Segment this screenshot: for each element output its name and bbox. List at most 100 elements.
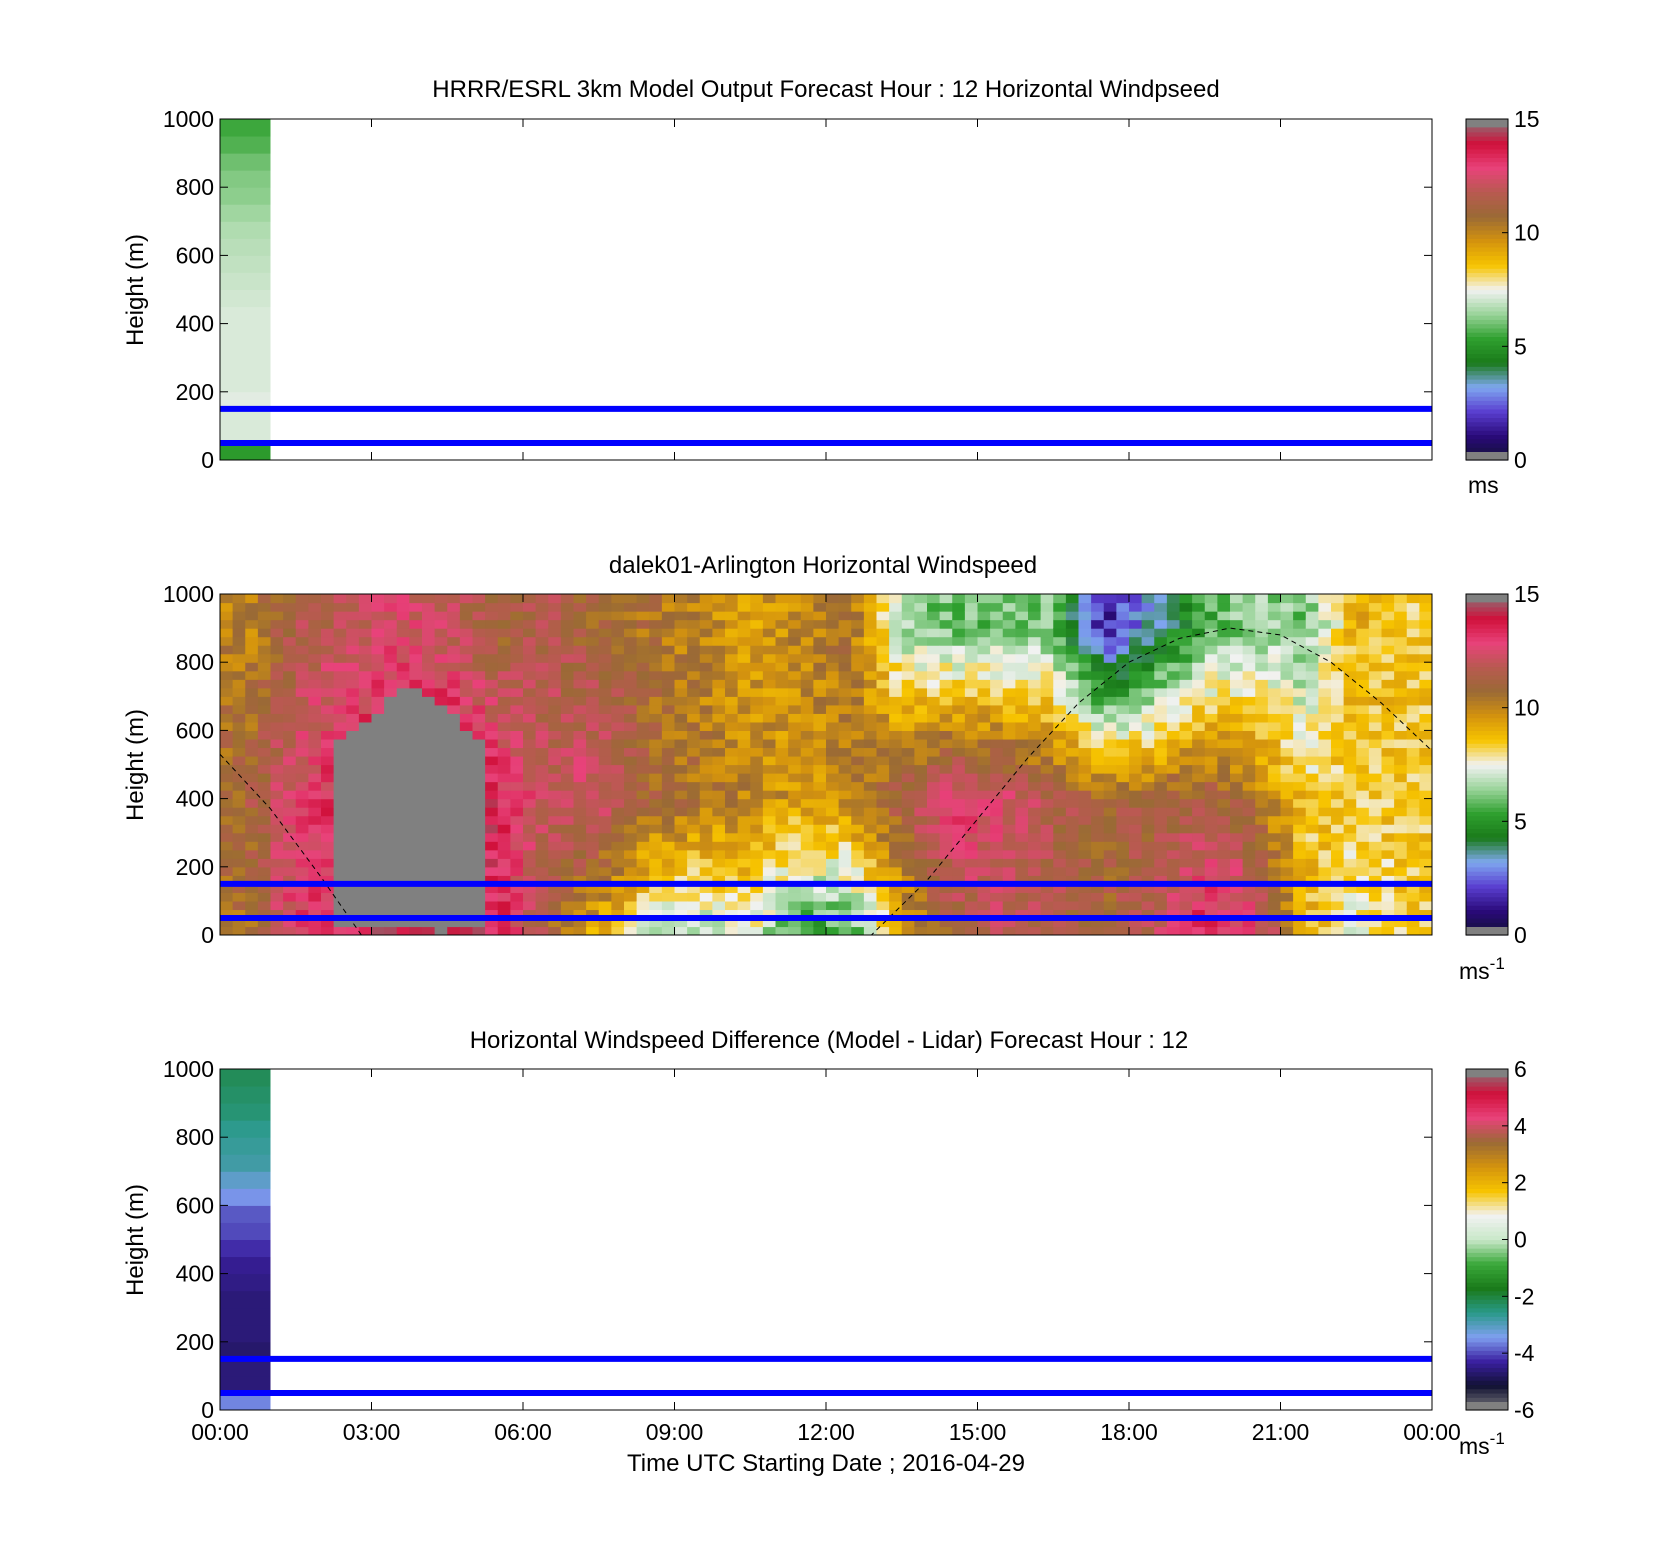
colorbar-swatch: [1466, 1286, 1508, 1292]
heatmap-cell: [1280, 841, 1294, 851]
heatmap-cell: [384, 738, 398, 749]
heatmap-cell: [1078, 653, 1092, 663]
heatmap-cell: [548, 713, 562, 723]
heatmap-cell: [725, 628, 739, 638]
heatmap-cell: [1255, 713, 1269, 723]
heatmap-cell: [1343, 696, 1357, 706]
heatmap-cell: [308, 687, 322, 697]
heatmap-cell: [1217, 687, 1231, 697]
heatmap-cell: [611, 815, 625, 825]
heatmap-cell: [510, 628, 524, 638]
heatmap-cell: [560, 662, 575, 672]
heatmap-cell: [232, 875, 246, 885]
heatmap-cell: [586, 773, 600, 783]
heatmap-cell: [990, 662, 1004, 672]
heatmap-cell: [560, 738, 575, 749]
heatmap-cell: [1305, 824, 1319, 834]
heatmap-cell: [901, 764, 915, 774]
heatmap-cell: [1343, 883, 1357, 893]
heatmap-cell: [232, 755, 246, 766]
heatmap-cell: [321, 790, 335, 800]
heatmap-cell: [927, 628, 941, 638]
heatmap-cell: [459, 832, 474, 842]
heatmap-cell: [1154, 687, 1168, 697]
heatmap-cell: [1381, 653, 1395, 663]
heatmap-cell: [661, 781, 676, 791]
heatmap-cell: [485, 798, 499, 808]
heatmap-cell: [434, 900, 448, 911]
heatmap-cell: [687, 909, 701, 919]
heatmap-cell: [1293, 679, 1307, 689]
heatmap-cell: [1368, 747, 1383, 757]
heatmap-cell: [1280, 713, 1294, 723]
heatmap-cell: [220, 611, 234, 621]
heatmap-cell: [245, 696, 259, 706]
colorbar-swatch: [1466, 434, 1508, 440]
heatmap-cell: [586, 798, 600, 808]
heatmap-cell: [990, 926, 1004, 935]
heatmap-cell: [220, 628, 234, 638]
heatmap-cell: [649, 866, 663, 876]
heatmap-cell: [333, 696, 347, 706]
colorbar-swatch: [1466, 1167, 1508, 1172]
heatmap-cell: [863, 909, 878, 919]
heatmap-cell: [712, 679, 726, 689]
heatmap-cell: [1280, 764, 1294, 774]
heatmap-cell: [699, 687, 713, 697]
heatmap-cell: [876, 704, 890, 714]
heatmap-cell: [535, 832, 549, 842]
heatmap-cell: [901, 917, 915, 928]
heatmap-cell: [699, 883, 713, 893]
colorbar-swatch: [1466, 289, 1508, 295]
heatmap-cell: [485, 815, 499, 825]
heatmap-cell: [1343, 653, 1357, 663]
heatmap-cell: [447, 781, 461, 791]
heatmap-cell: [1343, 602, 1357, 612]
heatmap-cell: [409, 619, 423, 629]
heatmap-cell: [952, 790, 966, 800]
heatmap-cell: [1331, 832, 1345, 842]
heatmap-cell: [1204, 713, 1218, 723]
heatmap-cell: [914, 781, 928, 791]
heatmap-cell: [1406, 653, 1420, 663]
heatmap-cell: [1217, 611, 1231, 621]
heatmap-cell: [1356, 602, 1370, 612]
heatmap-cell: [384, 824, 398, 834]
heatmap-cell: [636, 653, 650, 663]
heatmap-cell: [245, 790, 259, 800]
heatmap-cell: [1242, 696, 1256, 706]
heatmap-cell: [1394, 875, 1408, 885]
heatmap-cell: [1368, 900, 1383, 911]
heatmap-cell: [737, 824, 751, 834]
heatmap-cell: [497, 687, 511, 697]
heatmap-cell: [1343, 900, 1357, 911]
heatmap-cell: [712, 636, 726, 646]
heatmap-cell: [1217, 866, 1231, 876]
heatmap-cell: [1053, 619, 1067, 629]
heatmap-cell: [1356, 628, 1370, 638]
heatmap-cell: [384, 611, 398, 621]
heatmap-cell: [1406, 875, 1420, 885]
heatmap-cell: [232, 926, 246, 935]
heatmap-cell: [535, 841, 549, 851]
heatmap-cell: [762, 738, 777, 749]
heatmap-cell: [535, 900, 549, 911]
heatmap-cell: [1091, 849, 1105, 859]
heatmap-cell: [1406, 917, 1420, 928]
heatmap-cell: [624, 841, 638, 851]
heatmap-cell: [333, 628, 347, 638]
colorbar-swatch: [1466, 781, 1508, 787]
heatmap-cell: [548, 602, 562, 612]
heatmap-cell: [1179, 713, 1193, 723]
heatmap-cell: [1204, 764, 1218, 774]
heatmap-cell: [308, 824, 322, 834]
heatmap-cell: [1028, 687, 1042, 697]
heatmap-cell: [220, 926, 234, 935]
heatmap-cell: [1078, 909, 1092, 919]
heatmap-cell: [687, 815, 701, 825]
heatmap-cell: [1368, 619, 1383, 629]
heatmap-cell: [1091, 815, 1105, 825]
heatmap-cell: [308, 858, 322, 868]
heatmap-cell: [1406, 602, 1420, 612]
heatmap-cell: [1002, 636, 1016, 646]
